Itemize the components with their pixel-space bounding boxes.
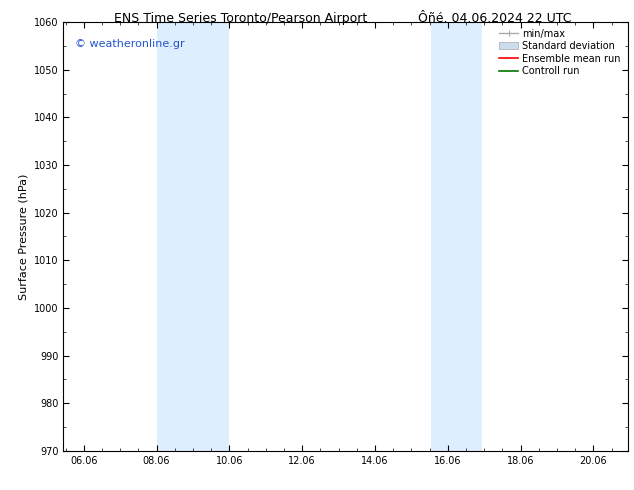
- Text: ENS Time Series Toronto/Pearson Airport: ENS Time Series Toronto/Pearson Airport: [114, 12, 368, 25]
- Y-axis label: Surface Pressure (hPa): Surface Pressure (hPa): [18, 173, 29, 299]
- Bar: [157, 22, 230, 451]
- Legend: min/max, Standard deviation, Ensemble mean run, Controll run: min/max, Standard deviation, Ensemble me…: [497, 27, 623, 78]
- Bar: [431, 22, 482, 451]
- Text: © weatheronline.gr: © weatheronline.gr: [75, 39, 184, 49]
- Text: Ôñé. 04.06.2024 22 UTC: Ôñé. 04.06.2024 22 UTC: [418, 12, 571, 25]
